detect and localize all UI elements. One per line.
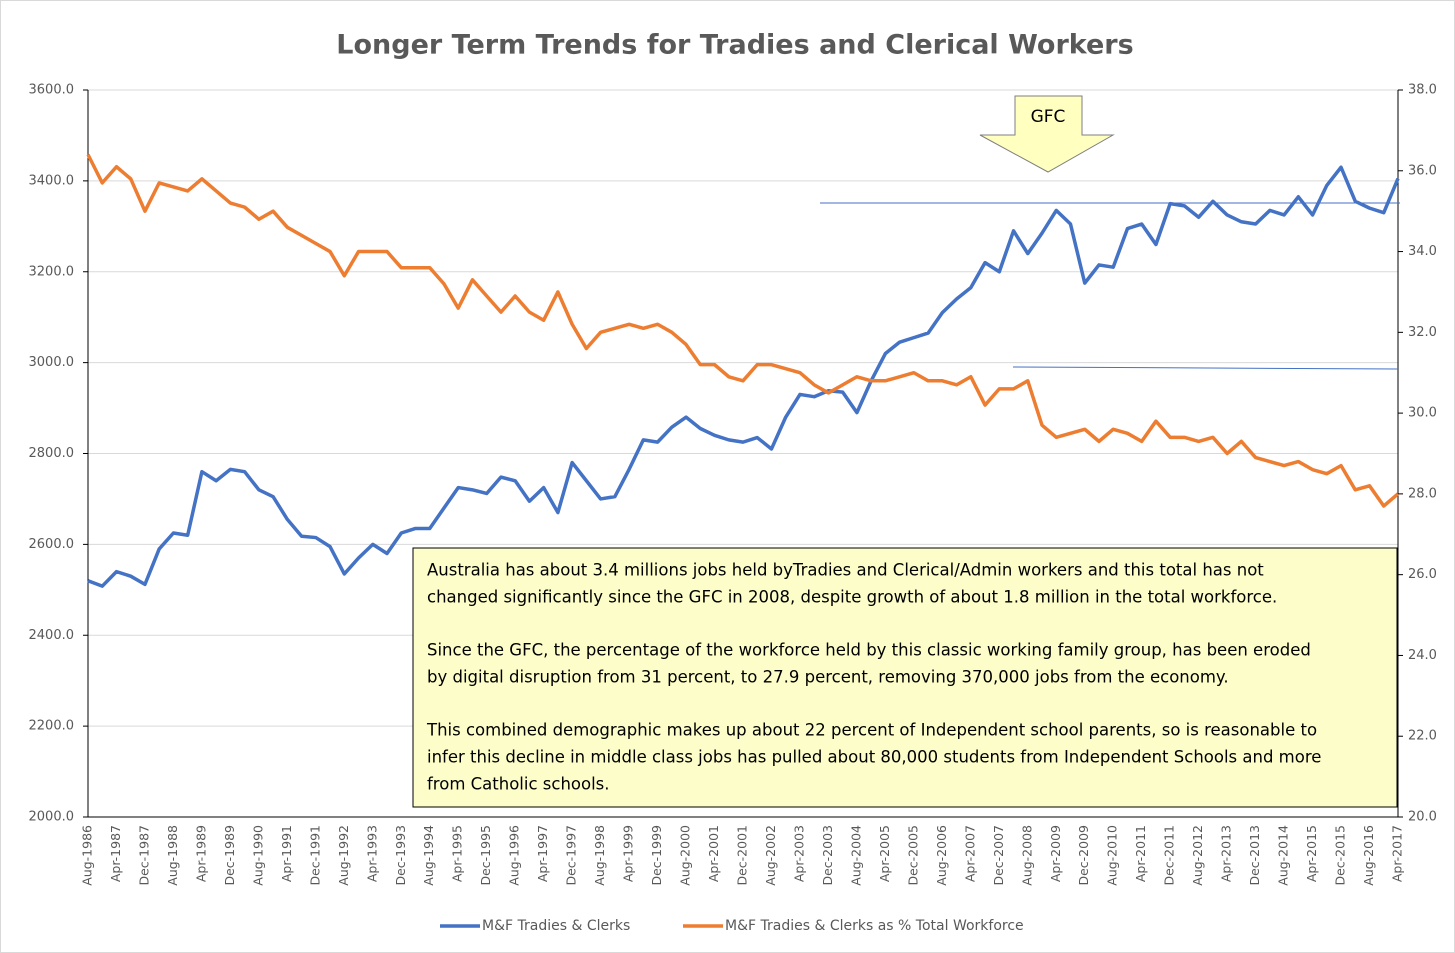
x-tick-label: Apr-1995 <box>450 825 465 882</box>
x-tick-label: Dec-2003 <box>820 825 835 886</box>
gfc-label: GFC <box>1031 107 1066 127</box>
y-tick-label: 3600.0 <box>29 83 75 98</box>
x-tick-label: Apr-1989 <box>193 825 208 882</box>
note-line: Australia has about 3.4 millions jobs he… <box>427 561 1264 580</box>
y2-tick-label: 28.0 <box>1408 486 1437 501</box>
x-tick-label: Dec-1993 <box>393 825 408 886</box>
x-tick-label: Dec-1991 <box>307 825 322 886</box>
x-tick-label: Apr-1999 <box>621 825 636 882</box>
x-tick-label: Apr-1993 <box>364 825 379 882</box>
y-tick-label: 2200.0 <box>29 719 75 734</box>
y-tick-label: 3200.0 <box>29 264 75 279</box>
x-tick-label: Dec-2011 <box>1162 825 1177 886</box>
y-tick-label: 3400.0 <box>29 173 75 188</box>
y2-tick-label: 24.0 <box>1408 648 1437 663</box>
data-line <box>86 153 1400 508</box>
x-tick-label: Dec-2015 <box>1333 825 1348 886</box>
x-tick-label: Aug-2006 <box>934 825 949 886</box>
x-tick-label: Aug-2012 <box>1190 825 1205 886</box>
x-tick-label: Apr-2011 <box>1133 825 1148 882</box>
x-tick-label: Dec-1995 <box>478 825 493 886</box>
x-tick-label: Dec-2009 <box>1076 825 1091 886</box>
note-line: changed significantly since the GFC in 2… <box>427 588 1277 607</box>
x-tick-label: Aug-2008 <box>1019 825 1034 886</box>
x-tick-label: Dec-2007 <box>991 825 1006 886</box>
x-tick-label: Aug-1986 <box>80 825 95 886</box>
note-box <box>412 547 1398 808</box>
note-line: Since the GFC, the percentage of the wor… <box>427 641 1311 660</box>
x-tick-label: Apr-2015 <box>1304 825 1319 882</box>
reference-line <box>1012 366 1399 370</box>
y-tick-label: 2000.0 <box>29 810 75 825</box>
x-tick-label: Dec-2013 <box>1247 825 1262 886</box>
x-tick-label: Aug-1990 <box>250 825 265 886</box>
x-tick-label: Apr-2003 <box>791 825 806 882</box>
data-line <box>87 165 1400 588</box>
x-tick-label: Dec-1999 <box>649 825 664 886</box>
y2-tick-label: 32.0 <box>1408 325 1437 340</box>
x-tick-label: Dec-2005 <box>905 825 920 886</box>
x-tick-label: Apr-1987 <box>108 825 123 882</box>
x-tick-label: Aug-2014 <box>1276 825 1291 886</box>
y2-tick-label: 30.0 <box>1408 406 1437 421</box>
y2-tick-label: 38.0 <box>1408 83 1437 98</box>
x-tick-label: Aug-1992 <box>336 825 351 886</box>
x-tick-label: Dec-1987 <box>136 825 151 886</box>
x-tick-label: Dec-1997 <box>564 825 579 886</box>
x-tick-label: Apr-2013 <box>1219 825 1234 882</box>
y2-tick-label: 36.0 <box>1408 163 1437 178</box>
x-tick-label: Apr-2007 <box>962 825 977 882</box>
y-tick-label: 2600.0 <box>29 537 75 552</box>
y2-tick-label: 26.0 <box>1408 567 1437 582</box>
x-tick-label: Apr-2017 <box>1390 825 1405 882</box>
y2-tick-label: 22.0 <box>1408 729 1437 744</box>
y2-tick-label: 34.0 <box>1408 244 1437 259</box>
note-line: by digital disruption from 31 percent, t… <box>427 668 1229 687</box>
x-tick-label: Apr-1997 <box>535 825 550 882</box>
legend-label: M&F Tradies & Clerks as % Total Workforc… <box>725 918 1024 934</box>
x-tick-label: Aug-2010 <box>1105 825 1120 886</box>
x-tick-label: Apr-1991 <box>279 825 294 882</box>
x-tick-label: Apr-2001 <box>706 825 721 882</box>
note-line: from Catholic schools. <box>427 775 610 794</box>
x-tick-label: Aug-1988 <box>165 825 180 886</box>
x-tick-label: Aug-1998 <box>592 825 607 886</box>
note-line: This combined demographic makes up about… <box>426 721 1317 740</box>
y-tick-label: 2800.0 <box>29 446 75 461</box>
y-tick-label: 3000.0 <box>29 355 75 370</box>
x-tick-label: Dec-1989 <box>222 825 237 886</box>
y-tick-label: 2400.0 <box>29 628 75 643</box>
x-tick-label: Aug-2000 <box>678 825 693 886</box>
chart-title: Longer Term Trends for Tradies and Cleri… <box>336 30 1133 61</box>
y2-tick-label: 20.0 <box>1408 810 1437 825</box>
x-tick-label: Apr-2005 <box>877 825 892 882</box>
x-tick-label: Dec-2001 <box>735 825 750 886</box>
x-tick-label: Aug-2002 <box>763 825 778 886</box>
legend-label: M&F Tradies & Clerks <box>482 918 630 934</box>
gfc-arrow <box>979 95 1115 173</box>
x-tick-label: Apr-2009 <box>1048 825 1063 882</box>
x-tick-label: Aug-1994 <box>421 825 436 886</box>
x-tick-label: Aug-2004 <box>848 825 863 886</box>
x-tick-label: Aug-2016 <box>1361 825 1376 886</box>
note-line: infer this decline in middle class jobs … <box>427 748 1321 767</box>
x-tick-label: Aug-1996 <box>507 825 522 886</box>
